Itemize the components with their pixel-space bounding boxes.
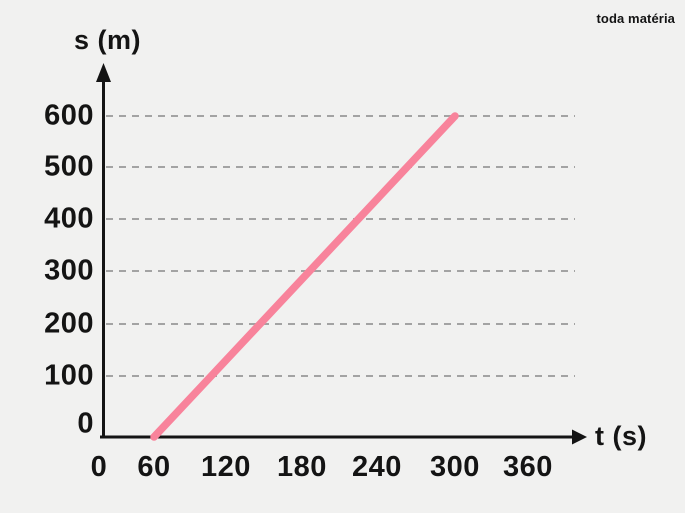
toda-materia-logo: toda matéria: [596, 11, 675, 26]
y-tick-label-0: 0: [77, 407, 94, 440]
y-tick-label-200: 200: [44, 307, 94, 340]
uniform-motion-position-line: [150, 112, 459, 441]
x-axis-title: t (s): [595, 421, 647, 451]
y-tick-label-400: 400: [44, 202, 94, 235]
x-tick-label-0: 0: [90, 451, 108, 483]
y-tick-label-300: 300: [44, 254, 94, 287]
x-axis-arrow-icon: [572, 429, 587, 445]
y-tick-label-100: 100: [44, 359, 94, 392]
x-tick-label-240: 240: [352, 451, 402, 483]
x-tick-label-60: 60: [137, 451, 171, 483]
x-tick-label-360: 360: [503, 451, 553, 483]
x-tick-label-180: 180: [277, 451, 327, 483]
x-tick-label-120: 120: [201, 451, 251, 483]
x-tick-label-300: 300: [430, 451, 480, 483]
y-axis-arrow-icon: [96, 63, 111, 82]
y-tick-label-600: 600: [44, 99, 94, 132]
y-axis-title: s (m): [73, 25, 141, 55]
y-tick-label-500: 500: [44, 150, 94, 183]
